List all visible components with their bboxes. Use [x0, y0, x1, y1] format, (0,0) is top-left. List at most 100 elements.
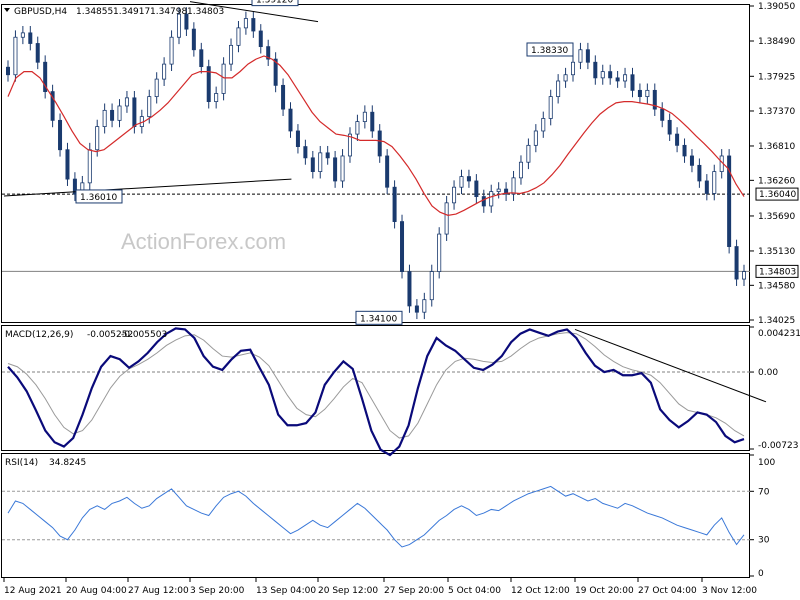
- bull-candle-body: [169, 36, 174, 65]
- candle: [556, 74, 561, 104]
- bear-candle-body: [704, 180, 709, 194]
- candle: [637, 83, 642, 104]
- price-axis-label: 1.37370: [758, 107, 795, 117]
- bull-candle-body: [102, 109, 107, 128]
- bull-candle-body: [518, 161, 523, 179]
- candle: [340, 149, 345, 188]
- bull-candle-body: [496, 188, 501, 192]
- candle: [214, 86, 219, 109]
- candle: [689, 149, 694, 173]
- bear-candle-body: [199, 49, 204, 68]
- x-axis-label: 27 Sep 20:00: [384, 586, 444, 596]
- bull-candle-body: [548, 96, 553, 119]
- bull-candle-body: [556, 80, 561, 98]
- bull-candle-body: [600, 71, 605, 79]
- candle: [667, 113, 672, 141]
- annotation-box: [75, 189, 123, 204]
- candle: [526, 138, 531, 170]
- candle: [593, 55, 598, 85]
- macd-signal-line: [7, 332, 745, 439]
- macd-signal-readout: -0.005503: [121, 330, 167, 340]
- annotation-text: 1.39120: [256, 0, 293, 6]
- candle: [548, 89, 553, 126]
- price-annotation: 1.36010: [75, 189, 123, 204]
- bull-candle-body: [124, 97, 129, 107]
- candle: [288, 102, 293, 138]
- price-header: GBPUSD,H4 1.34855 1.34917 1.34798 1.3480…: [4, 7, 224, 17]
- bear-candle-body: [58, 119, 63, 151]
- moving-average-line: [7, 55, 745, 216]
- candle: [504, 182, 509, 201]
- bear-candle-body: [43, 61, 48, 93]
- candle: [541, 111, 546, 138]
- axis-layer: 1.39050 1.38490 1.37925 1.37370 1.36810 1.362…: [3, 2, 800, 596]
- price-tag: 1.36040: [755, 187, 799, 201]
- candle: [184, 7, 189, 36]
- bull-candle-body: [437, 233, 442, 272]
- candle: [236, 20, 241, 53]
- bear-candle-body: [310, 157, 315, 172]
- candle: [615, 70, 620, 88]
- bull-candle-body: [214, 93, 219, 103]
- candle: [429, 264, 434, 307]
- bull-candle-body: [347, 133, 352, 157]
- bear-candle-body: [660, 108, 665, 121]
- bull-candle-body: [742, 271, 747, 280]
- ohlc-open: 1.34855: [76, 7, 113, 17]
- bull-candle-body: [452, 186, 457, 204]
- bear-candle-body: [414, 305, 419, 313]
- x-axis-label: 3 Nov 12:00: [702, 586, 757, 596]
- rsi-readout: 34.8245: [49, 458, 86, 468]
- x-axis-label: 5 Oct 04:00: [448, 586, 501, 596]
- candle: [251, 11, 256, 38]
- candle: [481, 189, 486, 213]
- bull-candle-body: [318, 152, 323, 172]
- ohlc-low: 1.34798: [150, 7, 187, 17]
- candle: [712, 164, 717, 201]
- bear-candle-body: [407, 271, 412, 307]
- bear-candle-body: [72, 178, 77, 195]
- bull-candle-body: [229, 44, 234, 65]
- candle: [437, 227, 442, 279]
- candle: [362, 105, 367, 129]
- bull-candle-body: [489, 191, 494, 207]
- candle: [325, 145, 330, 165]
- bull-candle-body: [355, 121, 360, 135]
- bear-candle-body: [637, 89, 642, 98]
- dropdown-arrow-icon[interactable]: [4, 8, 10, 12]
- candle: [571, 55, 576, 82]
- bull-candle-body: [429, 271, 434, 301]
- candle: [392, 180, 397, 229]
- candle: [489, 184, 494, 213]
- bear-candle-body: [35, 43, 40, 63]
- candle: [682, 138, 687, 163]
- bull-candle-body: [422, 299, 427, 313]
- ohlc-high: 1.34917: [113, 7, 150, 17]
- price-axis-label: 1.36260: [758, 176, 795, 186]
- bear-candle-body: [206, 66, 211, 103]
- bull-candle-body: [444, 202, 449, 235]
- bear-candle-body: [110, 109, 115, 121]
- candle: [154, 72, 159, 104]
- candle: [578, 42, 583, 70]
- bull-candle-body: [645, 89, 650, 98]
- bear-candle-body: [325, 152, 330, 159]
- x-axis-label: 20 Sep 12:00: [318, 586, 378, 596]
- candle: [266, 39, 271, 66]
- candle: [675, 127, 680, 153]
- candle: [43, 55, 48, 99]
- candle: [13, 30, 18, 82]
- price-annotation: 1.39120: [251, 0, 299, 7]
- candle: [273, 52, 278, 93]
- bear-candle-body: [370, 111, 375, 132]
- price-tag-box: [755, 264, 799, 278]
- candle: [452, 180, 457, 210]
- macd-axis-label: 0.004231: [758, 329, 800, 339]
- candle: [496, 182, 501, 199]
- candle: [35, 36, 40, 70]
- annotation-box: [355, 310, 403, 325]
- macd-header: MACD(12,26,9) -0.005252 -0.005503: [5, 330, 167, 340]
- bull-candle-body: [87, 149, 92, 184]
- price-panel: [1, 4, 750, 323]
